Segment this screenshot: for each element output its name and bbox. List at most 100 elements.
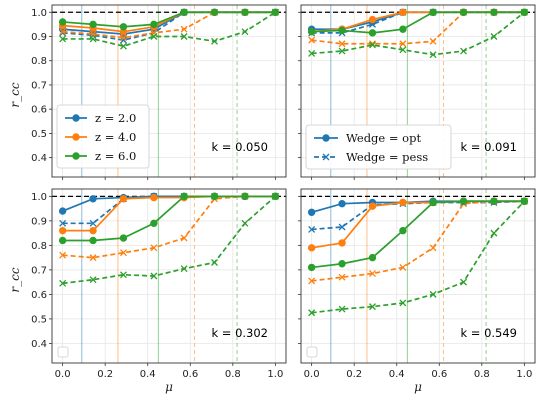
x-tick-label: 1.0 <box>267 369 283 380</box>
data-point <box>308 309 316 317</box>
panel-annotation: k = 0.549 <box>460 326 517 340</box>
data-point <box>89 35 97 43</box>
y-tick-label: 0.7 <box>31 265 47 276</box>
data-point <box>180 25 188 33</box>
axes-frame <box>300 4 536 178</box>
x-tick-label: 0.8 <box>474 369 490 380</box>
data-point <box>399 299 407 307</box>
data-point <box>89 254 97 262</box>
series-z6.0-pess <box>308 197 528 317</box>
series-line <box>62 11 276 28</box>
data-point <box>369 270 376 278</box>
data-point <box>399 263 407 271</box>
data-point <box>338 223 346 231</box>
series-line <box>62 11 276 39</box>
y-tick-label: 0.9 <box>31 32 47 43</box>
panel-4: 0.0 0.2 0.4 0.6 0.8 1.0 k = 0.549 μ <box>298 188 536 394</box>
axes-frame <box>51 188 287 364</box>
data-point <box>399 40 407 48</box>
data-point <box>271 192 279 200</box>
series-z6.0-opt <box>58 8 280 31</box>
data-point <box>271 8 279 16</box>
data-point <box>429 244 437 252</box>
legend-marker <box>322 153 330 161</box>
data-point <box>459 197 468 205</box>
y-axis-label: r_cc <box>8 267 22 292</box>
data-point <box>459 8 468 16</box>
data-point <box>58 236 67 245</box>
data-point <box>119 234 128 242</box>
panel-annotation: k = 0.302 <box>211 326 268 340</box>
data-point <box>308 225 316 233</box>
legend-box <box>56 104 150 169</box>
data-point <box>89 195 97 203</box>
data-point <box>180 234 188 242</box>
legend-wedge: Wedge = opt Wedge = pess <box>305 124 452 170</box>
data-point <box>429 290 437 298</box>
legend-marker <box>72 152 80 160</box>
data-point <box>59 219 67 227</box>
series-z6.0-pess <box>308 8 528 59</box>
series-line <box>311 11 525 45</box>
data-point <box>89 236 97 245</box>
legend-entry: Wedge = opt <box>346 131 421 145</box>
y-axis-label: r_cc <box>8 82 22 107</box>
data-point <box>490 33 498 40</box>
data-point <box>210 8 219 16</box>
data-point <box>368 202 377 210</box>
data-point <box>150 193 158 202</box>
data-point <box>308 49 316 57</box>
x-tick-label: 0.6 <box>182 369 198 380</box>
series-line <box>311 200 525 314</box>
legend-marker <box>72 133 80 141</box>
legend-marker <box>72 114 80 122</box>
data-point <box>307 27 316 36</box>
data-point <box>399 25 407 33</box>
series-line <box>62 195 276 242</box>
data-point <box>429 51 437 59</box>
data-point <box>338 305 346 313</box>
legend-z: z = 2.0 z = 4.0 z = 6.0 <box>56 104 150 169</box>
x-tick-label: 0.4 <box>140 369 156 380</box>
data-point <box>490 197 498 205</box>
data-point <box>338 260 346 268</box>
x-tick-label: 0.0 <box>304 369 320 380</box>
x-tick-label: 1.0 <box>516 369 532 380</box>
data-point <box>150 20 158 29</box>
series-z6.0-opt <box>58 192 280 245</box>
data-point <box>368 253 377 262</box>
data-point <box>59 28 67 36</box>
x-tick-label: 0.8 <box>225 369 241 380</box>
series-line <box>62 11 276 48</box>
data-point <box>59 35 67 43</box>
empty-legend <box>57 346 69 358</box>
panel-annotation: k = 0.050 <box>211 140 268 154</box>
panel-annotation: k = 0.091 <box>460 140 517 154</box>
y-tick-label: 0.6 <box>31 105 47 116</box>
y-tick-label: 0.5 <box>31 314 47 325</box>
data-point <box>89 276 97 284</box>
data-point <box>180 8 188 16</box>
y-tick-label: 0.6 <box>31 290 47 301</box>
y-tick-label: 0.5 <box>31 129 47 140</box>
data-point <box>120 271 127 279</box>
legend-entry: z = 6.0 <box>95 149 136 163</box>
series-line <box>311 11 525 56</box>
data-point <box>490 8 498 16</box>
legend-marker <box>322 134 330 142</box>
data-point <box>59 279 67 287</box>
x-tick-label: 0.2 <box>346 369 362 380</box>
data-point <box>120 34 127 42</box>
y-tick-label: 1.0 <box>31 192 47 203</box>
data-point <box>460 278 467 286</box>
data-point <box>211 37 218 45</box>
data-point <box>490 229 498 237</box>
data-point <box>119 195 128 203</box>
series-line <box>311 200 525 282</box>
y-tick-label: 0.4 <box>31 153 47 164</box>
data-point <box>180 192 188 201</box>
data-point <box>308 277 316 285</box>
x-tick-label: 0.6 <box>431 369 447 380</box>
data-point <box>210 192 219 201</box>
